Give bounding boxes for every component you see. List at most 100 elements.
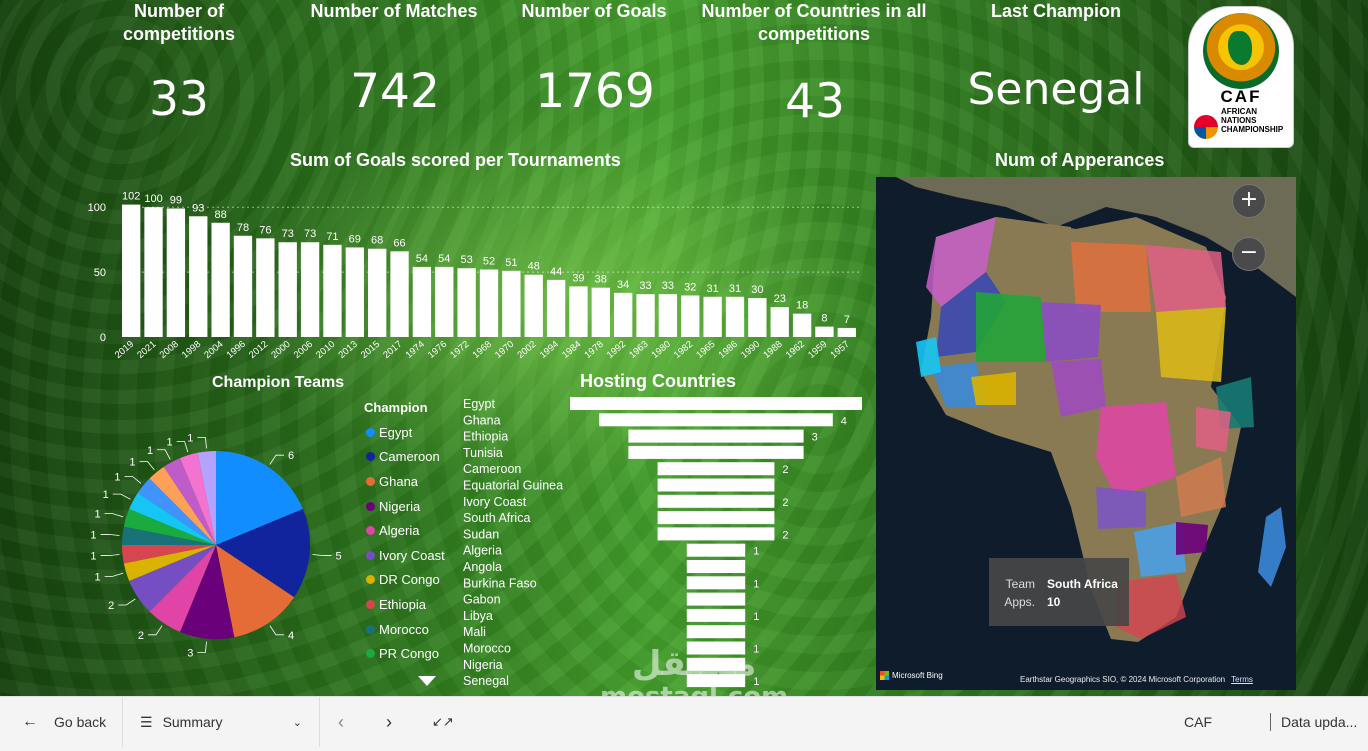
pie-slice[interactable]	[137, 478, 216, 545]
goals-bar[interactable]	[591, 287, 610, 337]
goals-bar[interactable]	[233, 235, 253, 337]
goals-bar[interactable]	[725, 296, 745, 337]
goals-bar[interactable]	[122, 204, 141, 337]
host-data-label: 1	[753, 676, 759, 688]
pie-slice[interactable]	[216, 451, 303, 545]
goals-bar[interactable]	[658, 294, 678, 337]
x-tick-label: 1968	[471, 339, 494, 361]
goals-bar[interactable]	[256, 238, 275, 337]
legend-item[interactable]: Ethiopia	[364, 592, 464, 617]
host-bar[interactable]	[657, 494, 775, 508]
pie-slice[interactable]	[122, 526, 216, 545]
fullscreen-exit-icon[interactable]: ↙↗	[432, 714, 454, 729]
legend-item[interactable]: Algeria	[364, 518, 464, 543]
tooltip-team-label: Team	[1005, 577, 1035, 591]
goals-bar[interactable]	[390, 251, 409, 337]
host-bar[interactable]	[686, 641, 746, 655]
pie-slice[interactable]	[129, 492, 216, 545]
kpi-countries-value: 43	[785, 74, 845, 129]
goals-bar[interactable]	[457, 268, 476, 337]
pie-slice[interactable]	[180, 452, 216, 545]
pie-slice[interactable]	[122, 545, 216, 564]
goals-bar[interactable]	[479, 269, 499, 338]
data-updated-label[interactable]: Data upda...	[1281, 714, 1358, 730]
host-bar[interactable]	[686, 657, 746, 671]
legend-item[interactable]: Ivory Coast	[364, 543, 464, 568]
legend-item[interactable]: Ghana	[364, 469, 464, 494]
previous-page-icon[interactable]: ‹	[338, 711, 344, 732]
pie-slice[interactable]	[180, 545, 235, 639]
host-bar[interactable]	[686, 608, 746, 622]
goals-bar[interactable]	[614, 292, 633, 337]
goals-bar[interactable]	[189, 216, 208, 337]
host-bar[interactable]	[686, 625, 746, 639]
goals-bar[interactable]	[748, 298, 767, 337]
host-bar[interactable]	[657, 478, 775, 492]
map-zoom-out-button[interactable]: −	[1232, 237, 1266, 271]
goals-bar[interactable]	[435, 266, 454, 337]
host-bar[interactable]	[599, 413, 833, 427]
terms-link[interactable]: Terms	[1231, 675, 1253, 684]
goals-bar[interactable]	[837, 327, 856, 337]
goals-bar[interactable]	[368, 248, 387, 337]
pie-slice[interactable]	[197, 451, 216, 545]
logo-subtitle: AFRICAN NATIONS CHAMPIONSHIP	[1189, 107, 1293, 134]
goals-bar[interactable]	[300, 242, 320, 337]
goals-bar[interactable]	[278, 242, 297, 337]
host-bar[interactable]	[686, 592, 746, 606]
goals-bar[interactable]	[211, 222, 230, 337]
goals-bar[interactable]	[323, 244, 342, 337]
goals-bar[interactable]	[569, 286, 588, 337]
goals-bar[interactable]	[166, 208, 186, 337]
goals-bar[interactable]	[502, 270, 521, 337]
host-bar[interactable]	[657, 527, 775, 541]
goals-bar[interactable]	[770, 307, 789, 337]
goals-bar[interactable]	[636, 294, 655, 337]
goals-bar[interactable]	[792, 313, 812, 337]
pie-slice[interactable]	[123, 545, 216, 581]
host-data-label: 4	[841, 415, 847, 427]
host-bar[interactable]	[686, 576, 746, 590]
legend-scroll-down-icon[interactable]	[418, 676, 436, 686]
pie-leader-line	[197, 437, 207, 449]
kpi-matches-value: 742	[350, 64, 440, 119]
legend-item[interactable]: PR Congo	[364, 641, 464, 666]
goals-bar[interactable]	[144, 207, 163, 337]
host-bar[interactable]	[657, 462, 775, 476]
legend-item[interactable]: Egypt	[364, 420, 464, 445]
map-zoom-in-button[interactable]: +	[1232, 184, 1266, 218]
pie-slice[interactable]	[216, 545, 295, 638]
legend-item[interactable]: Cameroon	[364, 445, 464, 470]
host-bar[interactable]	[686, 543, 746, 557]
go-back-button[interactable]: ← Go back	[22, 697, 106, 747]
host-bar[interactable]	[628, 429, 804, 443]
host-bar[interactable]	[657, 511, 775, 525]
goals-bar[interactable]	[681, 295, 700, 337]
pie-slice[interactable]	[216, 509, 310, 598]
pie-slice[interactable]	[149, 545, 216, 632]
pie-leader-line	[100, 554, 120, 556]
legend-item[interactable]: Nigeria	[364, 494, 464, 519]
pie-slice[interactable]	[129, 545, 216, 612]
legend-item[interactable]: DR Congo	[364, 568, 464, 593]
pie-slice[interactable]	[123, 509, 216, 545]
host-bar[interactable]	[628, 445, 804, 459]
goals-bar[interactable]	[815, 326, 834, 337]
host-bar[interactable]	[686, 674, 746, 688]
goals-bar[interactable]	[345, 247, 364, 337]
bar-data-label: 68	[371, 235, 383, 247]
pie-slice[interactable]	[163, 458, 216, 545]
goals-bar[interactable]	[524, 274, 543, 337]
next-page-icon[interactable]: ›	[386, 711, 392, 732]
goals-bar[interactable]	[703, 296, 722, 337]
pie-data-label: 1	[95, 571, 101, 583]
logo-subtitle-line: AFRICAN	[1221, 107, 1257, 116]
goals-bar[interactable]	[412, 266, 432, 337]
host-bar[interactable]	[686, 560, 746, 573]
host-bar[interactable]	[570, 397, 862, 410]
page-selector[interactable]: ☰ Summary ⌄	[140, 697, 306, 747]
legend-item[interactable]: Morocco	[364, 617, 464, 642]
goals-bar[interactable]	[546, 279, 566, 337]
pie-slice[interactable]	[149, 466, 216, 545]
x-tick-label: 1959	[806, 339, 829, 361]
